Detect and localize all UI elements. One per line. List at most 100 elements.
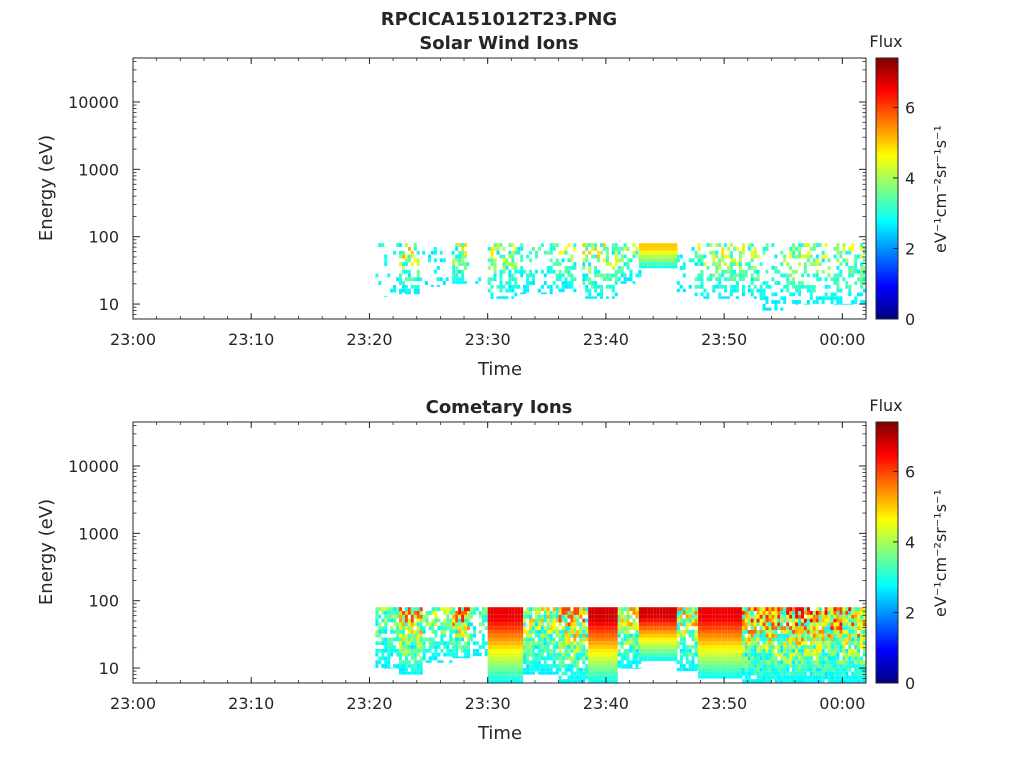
heatmap-cell — [739, 656, 743, 661]
heatmap-cell — [744, 630, 748, 634]
heatmap-cell — [747, 671, 751, 676]
heatmap-cell — [662, 656, 666, 661]
heatmap-cell — [555, 284, 559, 289]
heatmap-cell — [608, 273, 612, 278]
heatmap-cell — [464, 266, 467, 270]
heatmap-cell — [585, 288, 589, 293]
heatmap-cell — [798, 281, 801, 285]
heatmap-cell — [549, 626, 553, 630]
heatmap-cell — [824, 656, 828, 661]
heatmap-cell — [851, 243, 855, 247]
x-tick-label: 23:10 — [228, 694, 274, 713]
heatmap-cell — [410, 633, 414, 638]
heatmap-cell — [617, 258, 621, 263]
heatmap-cell — [780, 611, 784, 615]
heatmap-cell — [608, 611, 612, 615]
heatmap-cell — [851, 637, 855, 642]
heatmap-cell — [493, 656, 497, 661]
heatmap-cell — [827, 284, 831, 289]
heatmap-cell — [836, 626, 840, 630]
heatmap-cell — [659, 622, 663, 627]
heatmap-cell — [561, 633, 565, 638]
heatmap-cell — [674, 652, 678, 657]
heatmap-cell — [812, 652, 816, 657]
heatmap-cell — [750, 254, 754, 259]
heatmap-cell — [570, 641, 574, 646]
heatmap-cell — [552, 269, 556, 274]
heatmap-cell — [795, 637, 799, 642]
heatmap-cell — [739, 641, 743, 646]
heatmap-cell — [756, 273, 760, 278]
heatmap-cell — [712, 664, 716, 668]
heatmap-cell — [762, 618, 766, 623]
heatmap-cell — [523, 667, 527, 672]
heatmap-cell — [771, 660, 775, 665]
heatmap-cell — [851, 300, 855, 304]
heatmap-cell — [644, 254, 648, 259]
heatmap-cell — [783, 300, 787, 304]
heatmap-cell — [821, 667, 825, 672]
heatmap-cell — [629, 648, 633, 653]
heatmap-cell — [600, 637, 603, 642]
heatmap-cell — [396, 664, 400, 668]
heatmap-cell — [617, 641, 621, 646]
heatmap-cell — [736, 633, 740, 638]
heatmap-cell — [635, 645, 639, 649]
heatmap-cell — [614, 281, 618, 285]
heatmap-cell — [668, 652, 672, 657]
heatmap-cell — [602, 618, 606, 623]
heatmap-cell — [576, 607, 580, 611]
heatmap-cell — [602, 258, 606, 263]
heatmap-cell — [537, 637, 541, 642]
heatmap-cell — [798, 626, 801, 630]
heatmap-cell — [422, 614, 426, 619]
heatmap-cell — [768, 652, 772, 657]
heatmap-cell — [410, 637, 414, 642]
heatmap-cell — [833, 667, 837, 672]
heatmap-cell — [857, 607, 861, 611]
heatmap-cell — [526, 656, 530, 661]
heatmap-cell — [375, 614, 379, 619]
heatmap-cell — [632, 633, 636, 638]
heatmap-cell — [523, 269, 527, 274]
heatmap-cell — [611, 614, 615, 619]
heatmap-cell — [449, 607, 453, 611]
heatmap-cell — [668, 656, 672, 661]
heatmap-cell — [600, 273, 603, 278]
heatmap-cell — [576, 630, 580, 634]
heatmap-cell — [378, 641, 382, 646]
heatmap-cell — [836, 303, 840, 305]
heatmap-cell — [523, 284, 527, 289]
heatmap-cell — [736, 664, 740, 668]
heatmap-cell — [750, 622, 754, 627]
heatmap-cell — [532, 641, 535, 646]
heatmap-cell — [552, 262, 556, 266]
heatmap-cell — [656, 626, 660, 630]
heatmap-cell — [502, 262, 506, 266]
heatmap-cell — [786, 607, 790, 611]
heatmap-cell — [650, 607, 654, 611]
heatmap-cell — [514, 266, 518, 270]
heatmap-cell — [736, 284, 739, 289]
heatmap-cell — [727, 652, 731, 657]
heatmap-cell — [685, 645, 689, 649]
heatmap-cell — [576, 645, 580, 649]
heatmap-cell — [402, 652, 405, 657]
heatmap-cell — [712, 250, 716, 255]
heatmap-cell — [730, 637, 734, 642]
heatmap-cell — [706, 292, 710, 297]
heatmap-cell — [642, 641, 645, 646]
heatmap-cell — [558, 288, 562, 293]
heatmap-cell — [502, 667, 506, 672]
heatmap-cell — [768, 660, 772, 665]
heatmap-cell — [753, 660, 757, 665]
heatmap-cell — [739, 607, 743, 611]
heatmap-cell — [588, 277, 592, 282]
heatmap-cell — [419, 633, 423, 638]
heatmap-cell — [724, 652, 728, 657]
heatmap-cell — [505, 652, 509, 657]
heatmap-cell — [644, 645, 648, 649]
heatmap-cell — [416, 667, 420, 672]
heatmap-cell — [694, 618, 698, 623]
heatmap-cell — [446, 614, 450, 619]
